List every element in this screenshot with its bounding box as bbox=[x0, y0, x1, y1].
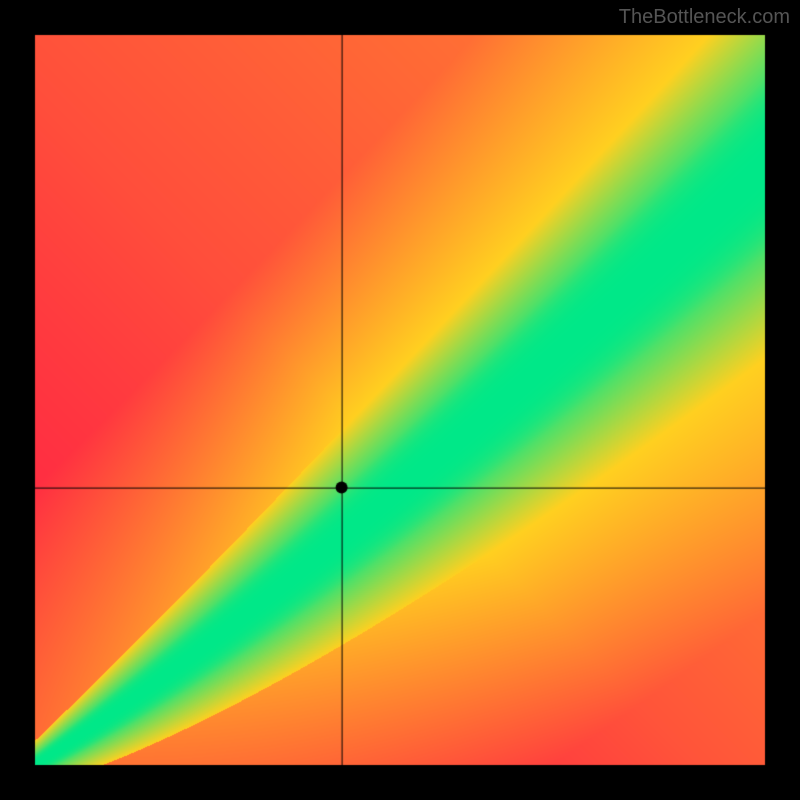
chart-container: TheBottleneck.com bbox=[0, 0, 800, 800]
bottleneck-heatmap bbox=[0, 0, 800, 800]
watermark-text: TheBottleneck.com bbox=[619, 6, 790, 29]
